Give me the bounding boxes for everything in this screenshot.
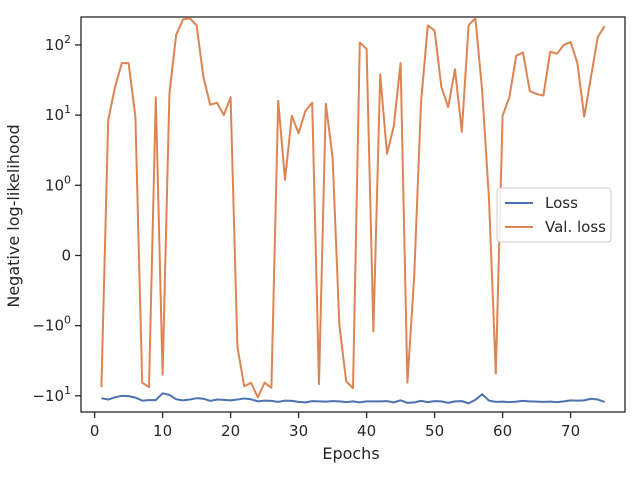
y-tick-label: 102 — [45, 33, 71, 54]
x-tick-label: 10 — [153, 422, 172, 440]
y-tick-label: 0 — [61, 246, 71, 264]
series-line-loss — [101, 392, 605, 405]
x-axis-ticks: 0 10 20 30 40 50 60 70 — [90, 412, 580, 440]
plot-area — [80, 16, 626, 413]
x-tick-label: 40 — [357, 422, 376, 440]
legend-label: Val. loss — [545, 218, 606, 236]
y-tick-label: 100 — [45, 173, 71, 194]
x-tick-label: 50 — [425, 422, 444, 440]
legend-label: Loss — [545, 194, 578, 212]
x-tick-label: 60 — [493, 422, 512, 440]
y-tick-label: −101 — [32, 384, 71, 405]
axes-frame — [80, 16, 626, 413]
x-tick-label: 30 — [289, 422, 308, 440]
y-tick-label: 101 — [45, 103, 71, 124]
series-line-val-loss — [100, 17, 606, 399]
x-tick-label: 70 — [561, 422, 580, 440]
series-layer — [100, 17, 606, 405]
y-axis-label: Negative log-likelihood — [4, 124, 23, 307]
y-axis-ticks: −101 −100 0 100 101 102 — [32, 33, 81, 405]
x-axis-label: Epochs — [322, 444, 379, 463]
y-tick-label: −100 — [32, 314, 71, 335]
legend-box — [496, 187, 612, 243]
x-tick-label: 20 — [221, 422, 240, 440]
legend: Loss Val. loss — [496, 187, 612, 243]
x-tick-label: 0 — [90, 422, 100, 440]
